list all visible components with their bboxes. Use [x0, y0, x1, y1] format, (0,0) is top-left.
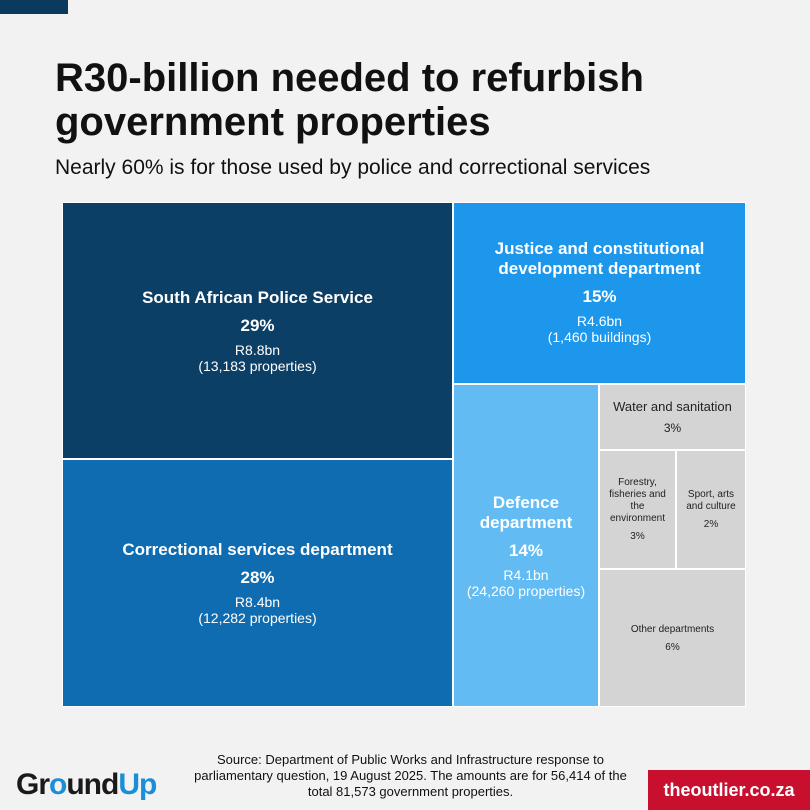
tile-sport: Sport, arts and culture 2%: [676, 450, 746, 569]
tile-police-percent: 29%: [240, 315, 275, 335]
groundup-logo: GroundUp: [16, 768, 157, 802]
tile-sport-percent: 2%: [703, 519, 719, 530]
tile-correctional-percent: 28%: [240, 568, 275, 587]
tile-correctional-count: (12,282 properties): [198, 610, 317, 626]
tile-water-percent: 3%: [663, 421, 682, 435]
tile-justice: Justice and constitutional development d…: [453, 202, 746, 384]
tile-police-label: South African Police Service: [142, 287, 373, 307]
theoutlier-logo: theoutlier.co.za: [648, 770, 810, 810]
chart-subtitle: Nearly 60% is for those used by police a…: [55, 156, 651, 179]
logo-text-gr: Gr: [16, 768, 50, 801]
tile-justice-label: Justice and constitutional development d…: [494, 239, 705, 278]
tile-forestry: Forestry, fisheries and the environment 3…: [599, 450, 676, 569]
tile-forestry-label: Forestry, fisheries and the environment: [609, 477, 666, 524]
tile-justice-amount: R4.6bn: [576, 313, 623, 329]
logo-text-up: Up: [118, 768, 157, 801]
tile-justice-count: (1,460 buildings): [547, 329, 652, 345]
tile-defence-count: (24,260 properties): [466, 582, 586, 599]
tile-correctional: Correctional services department 28% R8.4b…: [62, 459, 453, 707]
treemap: South African Police Service 29% R8.8bn (13…: [62, 202, 746, 707]
logo-text-o: o: [49, 768, 67, 801]
tile-defence-label: Defence department: [479, 492, 573, 532]
tile-police: South African Police Service 29% R8.8bn (13…: [62, 202, 453, 459]
tile-police-amount: R8.8bn: [234, 341, 281, 358]
tile-defence-amount: R4.1bn: [503, 566, 549, 583]
logo-text-und: und: [66, 768, 119, 801]
tile-other-label: Other departments: [630, 623, 715, 635]
tile-water: Water and sanitation 3%: [599, 384, 746, 450]
tile-other-percent: 6%: [665, 641, 680, 653]
tile-justice-percent: 15%: [582, 287, 617, 306]
tile-sport-label: Sport, arts and culture: [686, 489, 736, 512]
tile-defence-percent: 14%: [508, 540, 544, 560]
tile-correctional-label: Correctional services department: [122, 540, 393, 559]
tile-police-count: (13,183 properties): [198, 357, 317, 374]
source-note: Source: Department of Public Works and I…: [194, 752, 627, 799]
chart-title: R30-billion needed to refurbish governme…: [55, 56, 644, 144]
tile-forestry-percent: 3%: [630, 531, 645, 542]
tile-correctional-amount: R8.4bn: [234, 594, 281, 610]
tile-water-label: Water and sanitation: [613, 399, 732, 414]
tile-defence: Defence department 14% R4.1bn (24,260 prope…: [453, 384, 599, 707]
tile-other: Other departments 6%: [599, 569, 746, 707]
top-accent-bar: [0, 0, 68, 14]
